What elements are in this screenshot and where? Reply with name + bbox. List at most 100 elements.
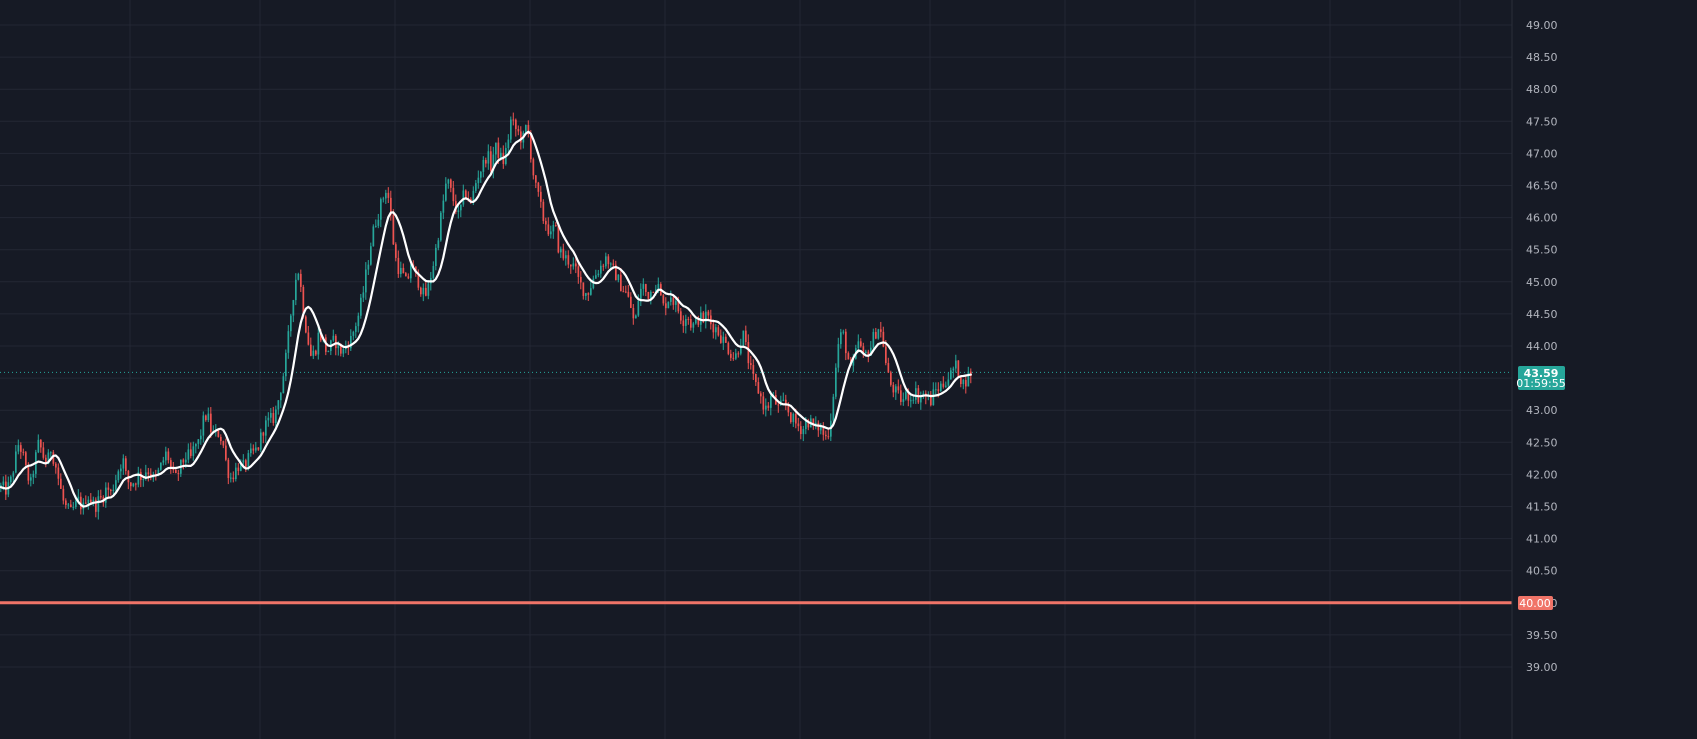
candle-body xyxy=(145,472,147,480)
candle-body xyxy=(262,432,265,436)
candle-body xyxy=(400,267,402,274)
candle-body xyxy=(530,134,532,160)
candle-body xyxy=(737,353,740,355)
candle-body xyxy=(307,332,310,345)
candle-body xyxy=(362,292,365,298)
candle-body xyxy=(210,413,212,432)
candle-body xyxy=(745,330,747,343)
candle-body xyxy=(67,504,70,506)
candle-body xyxy=(162,460,165,463)
candle-body xyxy=(892,384,895,393)
candle-body xyxy=(87,499,90,504)
candle-body xyxy=(285,352,287,377)
candle-body xyxy=(385,192,387,199)
candle-body xyxy=(315,350,317,355)
candle-body xyxy=(832,396,835,421)
candle-body xyxy=(885,346,887,364)
price-tick-label: 44.00 xyxy=(1526,340,1558,353)
price-tick-label: 43.00 xyxy=(1526,404,1558,417)
candle-body xyxy=(220,436,222,442)
candle-body xyxy=(690,319,692,328)
candle-body xyxy=(360,297,362,316)
candle-body xyxy=(332,335,335,341)
candle-body xyxy=(897,386,900,391)
candle-body xyxy=(200,435,202,440)
candle-body xyxy=(890,372,892,385)
candle-body xyxy=(470,198,472,202)
candle-body xyxy=(282,376,285,394)
candle-body xyxy=(417,272,420,288)
candle-body xyxy=(77,496,80,501)
candle-body xyxy=(770,395,772,408)
candle-body xyxy=(275,409,277,423)
candle-body xyxy=(112,489,115,492)
candle-body xyxy=(100,496,102,498)
candle-body xyxy=(805,420,807,430)
price-tick-label: 48.00 xyxy=(1526,83,1558,96)
candle-body xyxy=(177,472,180,474)
candle-body xyxy=(585,293,587,296)
candle-body xyxy=(407,276,410,279)
candle-body xyxy=(357,315,360,327)
candle-body xyxy=(340,344,342,354)
candle-body xyxy=(317,332,320,355)
candle-body xyxy=(687,319,690,321)
candle-body xyxy=(477,177,480,184)
candle-body xyxy=(460,204,462,211)
candle-body xyxy=(367,264,370,270)
candle-body xyxy=(797,423,800,427)
candle-body xyxy=(602,265,605,267)
candle-body xyxy=(60,478,62,489)
candle-body xyxy=(22,451,25,453)
candle-body xyxy=(355,326,357,332)
candle-body xyxy=(857,341,860,349)
candle-body xyxy=(707,311,710,316)
candle-body xyxy=(392,214,395,245)
candle-body xyxy=(677,301,680,312)
candle-body xyxy=(912,399,915,401)
candle-body xyxy=(312,350,315,356)
candle-body xyxy=(722,336,725,343)
candle-body xyxy=(242,460,245,463)
price-tick-label: 45.50 xyxy=(1526,244,1558,257)
candle-body xyxy=(197,439,200,444)
candle-body xyxy=(650,291,652,299)
candle-body xyxy=(397,257,400,274)
candle-body xyxy=(735,353,737,359)
candle-body xyxy=(525,125,527,133)
candle-body xyxy=(117,471,120,481)
candle-body xyxy=(230,477,232,479)
candle-body xyxy=(135,483,137,485)
candle-body xyxy=(475,183,477,191)
candle-body xyxy=(692,323,695,328)
candle-body xyxy=(620,274,622,292)
candle-body xyxy=(187,449,190,460)
candle-body xyxy=(167,451,170,461)
candle-body xyxy=(777,404,780,406)
candle-body xyxy=(192,446,195,456)
candle-body xyxy=(617,274,620,281)
price-tick-label: 48.50 xyxy=(1526,51,1558,64)
candle-body xyxy=(822,427,825,435)
candle-body xyxy=(175,469,177,473)
candle-body xyxy=(795,413,797,424)
candle-body xyxy=(527,125,530,135)
candle-body xyxy=(425,287,427,296)
price-tick-label: 49.00 xyxy=(1526,19,1558,32)
candle-body xyxy=(852,358,855,366)
price-tick-label: 46.00 xyxy=(1526,212,1558,225)
candle-body xyxy=(352,331,355,336)
candle-body xyxy=(950,370,952,380)
candle-body xyxy=(887,363,890,373)
candle-body xyxy=(472,190,475,202)
candle-body xyxy=(715,327,717,333)
candle-body xyxy=(487,151,490,164)
candle-body xyxy=(250,448,252,454)
candle-body xyxy=(440,212,442,241)
candle-body xyxy=(342,349,345,354)
candle-body xyxy=(872,331,875,348)
candle-body xyxy=(717,327,720,336)
candle-body xyxy=(490,151,492,171)
